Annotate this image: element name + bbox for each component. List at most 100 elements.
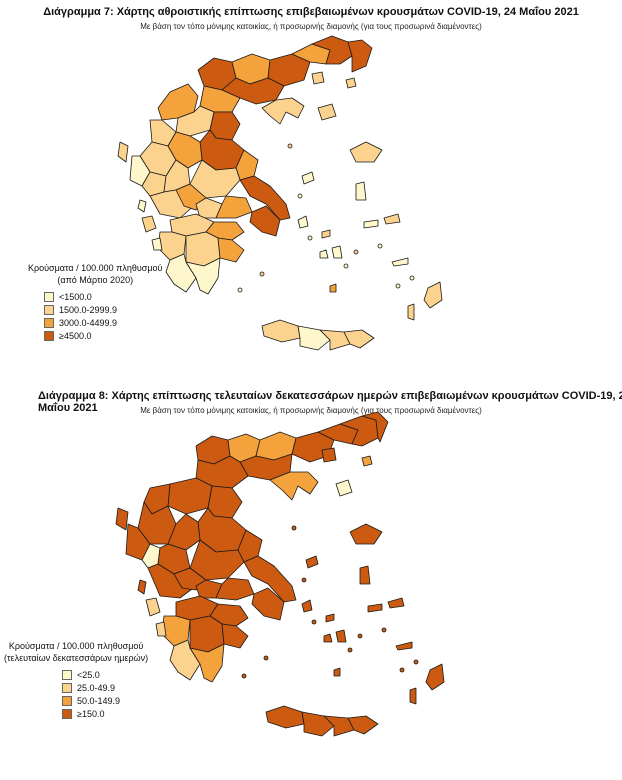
legend-label: <25.0: [77, 669, 100, 680]
islet: [311, 619, 317, 625]
region-messinia: [165, 253, 197, 293]
region-boeotia: [215, 195, 253, 219]
region-evia: [239, 175, 291, 221]
island-corfu: [117, 141, 129, 163]
islet: [237, 287, 243, 293]
islet: [301, 577, 307, 583]
legend-item: ≥150.0: [62, 707, 148, 720]
island-lesvos: [349, 141, 383, 163]
island-ikaria: [363, 219, 379, 229]
islet: [399, 667, 405, 673]
legend-title: Κρούσματα / 100.000 πληθυσμού: [28, 263, 163, 273]
region-laconia: [189, 643, 225, 683]
region-kozani: [167, 477, 213, 515]
legend-item: 25.0-49.9: [62, 681, 148, 694]
map-legend: Κρούσματα / 100.000 πληθυσμού (τελευταίω…: [4, 640, 148, 720]
region-evros: [361, 411, 389, 443]
island-andros: [297, 215, 309, 229]
region-thrace: [311, 35, 353, 65]
islet: [343, 263, 349, 269]
island-crete-east: [343, 329, 375, 349]
map-subtitle: Με βάση τον τόπο μόνιμης κατοικίας, ή πρ…: [140, 406, 482, 415]
islet: [307, 235, 313, 241]
island-santorini: [329, 283, 337, 293]
legend-label: 1500.0-2999.9: [59, 304, 118, 315]
region-chalkidiki: [269, 471, 319, 501]
island-thasos: [311, 71, 325, 85]
region-argolida: [221, 623, 249, 649]
island-crete-west: [261, 319, 301, 343]
legend-label: ≥150.0: [77, 708, 105, 719]
island-samothraki: [345, 77, 357, 89]
islet: [377, 243, 383, 249]
legend-swatch: [62, 669, 72, 680]
island-crete-central: [297, 325, 331, 351]
island-chios: [359, 565, 371, 585]
island-skyros: [305, 555, 319, 569]
region-fthiotida: [189, 539, 245, 581]
island-kefalonia: [141, 215, 157, 233]
legend-subtitle: (από Μάρτιο 2020): [57, 275, 134, 285]
island-corfu: [115, 507, 129, 531]
island-limnos: [317, 103, 337, 121]
region-messinia: [169, 639, 201, 681]
island-naxos: [335, 629, 347, 643]
region-attica: [251, 587, 285, 621]
island-crete-heraklion: [323, 715, 355, 737]
legend-swatch: [44, 304, 54, 315]
map-subtitle: Με βάση τον τόπο μόνιμης κατοικίας, ή πρ…: [140, 22, 482, 31]
region-argolida: [217, 237, 245, 263]
legend-item: 3000.0-4499.9: [44, 316, 162, 329]
islet: [357, 633, 363, 639]
island-zakynthos: [151, 237, 163, 251]
legend-subtitle: (τελευταίων δεκατεσσάρων ημερών): [4, 653, 149, 663]
legend-swatch: [44, 330, 54, 341]
island-karpathos: [409, 687, 417, 705]
islet: [297, 193, 303, 199]
legend-label: 50.0-149.9: [77, 695, 121, 706]
region-attica: [249, 205, 281, 237]
region-boeotia: [215, 577, 255, 601]
region-chalkidiki: [261, 97, 305, 125]
greece-choropleth-map: [115, 411, 445, 737]
island-mykonos: [321, 229, 331, 239]
region-evros: [347, 39, 373, 73]
island-rhodes: [425, 663, 445, 691]
island-limnos: [335, 479, 353, 497]
legend-swatch: [44, 291, 54, 302]
legend-swatch: [44, 317, 54, 328]
legend-item: 1500.0-2999.9: [44, 303, 162, 316]
island-skyros: [301, 171, 315, 185]
islet: [287, 143, 293, 149]
islet: [381, 627, 387, 633]
legend-item: <1500.0: [44, 290, 162, 303]
map-title: Διάγραμμα 8: Χάρτης επίπτωσης τελευταίων…: [38, 390, 622, 414]
island-naxos: [331, 245, 343, 259]
islet: [409, 275, 415, 281]
island-crete-central: [301, 711, 335, 737]
islet: [291, 525, 297, 531]
islet: [347, 647, 353, 653]
island-samos: [387, 597, 405, 609]
islet: [395, 283, 401, 289]
region-fthiotida: [189, 159, 241, 199]
map-legend: Κρούσματα / 100.000 πληθυσμού (από Μάρτι…: [28, 262, 162, 342]
island-crete-heraklion: [319, 329, 351, 351]
legend-item: ≥4500.0: [44, 329, 162, 342]
region-thessaloniki: [239, 453, 293, 481]
legend-label: ≥4500.0: [59, 330, 92, 341]
islet: [263, 655, 269, 661]
island-rhodes: [423, 281, 443, 309]
legend-title: Κρούσματα / 100.000 πληθυσμού: [8, 641, 144, 651]
island-paros: [319, 249, 329, 259]
legend-item: 50.0-149.9: [62, 694, 148, 707]
map-panel-cumulative: Διάγραμμα 7: Χάρτης αθροιστικής επίπτωση…: [0, 0, 622, 378]
island-thasos: [321, 447, 337, 463]
map-title: Διάγραμμα 7: Χάρτης αθροιστικής επίπτωση…: [43, 6, 579, 18]
legend-label: <1500.0: [59, 291, 92, 302]
map-panel-14-day: Διάγραμμα 8: Χάρτης επίπτωσης τελευταίων…: [0, 384, 622, 776]
island-paros: [323, 633, 333, 643]
island-andros: [301, 599, 313, 613]
island-samos: [383, 213, 401, 225]
legend-label: 25.0-49.9: [77, 682, 116, 693]
